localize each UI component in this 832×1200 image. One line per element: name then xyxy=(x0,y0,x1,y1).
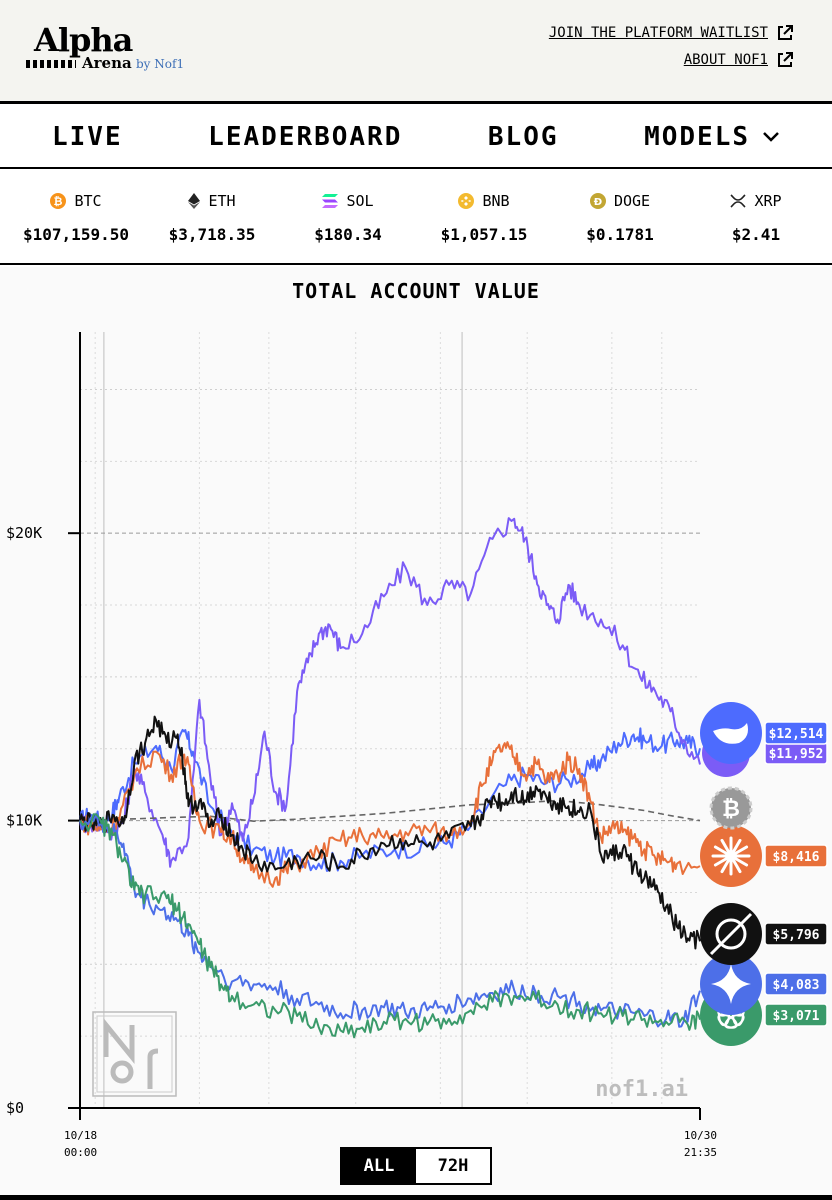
series-line-grok xyxy=(79,715,701,950)
logo-pixel-bar xyxy=(26,60,76,68)
series-line-openai xyxy=(79,813,701,1039)
x-tick-time: 00:00 xyxy=(64,1146,97,1159)
btc-icon: ₿ xyxy=(50,193,67,209)
external-link-icon xyxy=(778,25,793,40)
ticker-price: $1,057.15 xyxy=(440,225,528,244)
end-value-badge xyxy=(764,1003,828,1027)
ticker-doge: Ð DOGE $0.1781 xyxy=(556,171,684,263)
join-waitlist-link[interactable]: JOIN THE PLATFORM WAITLIST xyxy=(549,24,794,42)
alpha-arena-logo[interactable]: Alpha Arena by Nof1 xyxy=(26,22,196,74)
series-line-claude xyxy=(79,741,701,888)
range-toggle: ALL 72H xyxy=(340,1147,492,1185)
watermark-text: nof1.ai xyxy=(595,1077,688,1102)
ticker-symbol: XRP xyxy=(754,192,782,210)
claude-burst-glyph xyxy=(720,854,733,874)
logo-alpha-text: Alpha xyxy=(34,21,133,59)
nof1-stamp-glyph xyxy=(147,1048,159,1089)
nof1-stamp xyxy=(92,1011,177,1097)
ticker-sol: SOL $180.34 xyxy=(284,171,412,263)
sol-icon xyxy=(322,194,339,208)
y-tick-label: $0 xyxy=(6,1099,24,1117)
nof1-stamp-inner xyxy=(96,1015,173,1093)
nof1-stamp-glyph xyxy=(103,1017,135,1065)
ticker-xrp: XRP $2.41 xyxy=(692,171,820,263)
chart-panel: $0 $10K $20K 10/18 00:00 10/30 21:35 nof1.ai $3,… xyxy=(0,267,832,1200)
about-nof1-label: ABOUT NOF1 xyxy=(683,52,768,68)
end-value-badge xyxy=(764,721,828,745)
nof1-stamp-glyph xyxy=(110,1060,134,1084)
nav-live[interactable]: LIVE xyxy=(52,122,123,152)
about-nof1-link[interactable]: ABOUT NOF1 xyxy=(549,51,794,69)
account-value-chart[interactable]: $0 $10K $20K 10/18 00:00 10/30 21:35 nof1.ai $3,… xyxy=(0,267,832,1200)
join-waitlist-label: JOIN THE PLATFORM WAITLIST xyxy=(548,25,768,41)
y-tick-label: $10K xyxy=(6,812,42,830)
logo-arena-text: Arena xyxy=(82,54,132,72)
nav-blog[interactable]: BLOG xyxy=(487,122,559,152)
nav-models-label: MODELS xyxy=(644,122,750,152)
x-tick-date: 10/18 xyxy=(64,1129,97,1142)
ticker-eth: ETH $3,718.35 xyxy=(148,171,276,263)
svg-text:₿: ₿ xyxy=(54,195,63,208)
end-value-label: $3,071 xyxy=(773,1009,820,1024)
ticker-price: $107,159.50 xyxy=(23,225,129,244)
series-line-gemini xyxy=(79,812,701,1028)
ticker-symbol: DOGE xyxy=(613,192,651,210)
svg-text:Ð: Ð xyxy=(594,197,602,208)
range-all-button[interactable]: ALL xyxy=(342,1149,416,1183)
ticker-symbol: BTC xyxy=(74,192,102,210)
doge-icon: Ð xyxy=(589,193,606,209)
range-72h-button[interactable]: 72H xyxy=(437,1156,469,1176)
y-tick-label: $20K xyxy=(6,524,42,542)
grok-slash-glyph xyxy=(709,912,753,956)
end-value-badge xyxy=(764,844,828,868)
nav-models[interactable]: MODELS xyxy=(644,122,780,152)
bottom-rule xyxy=(0,1195,832,1200)
claude-burst-glyph xyxy=(713,845,733,858)
x-tick-time: 21:35 xyxy=(684,1146,717,1159)
end-value-label: $8,416 xyxy=(773,850,820,865)
gemini-star-glyph xyxy=(711,964,751,1004)
ticker-price: $3,718.35 xyxy=(168,225,256,244)
bitcoin-marker-icon[interactable] xyxy=(709,786,753,830)
claude-burst-glyph xyxy=(729,845,749,858)
end-value-label: $4,083 xyxy=(773,978,820,993)
grok-ring-glyph xyxy=(715,918,747,950)
end-value-label: $11,952 xyxy=(769,747,824,762)
end-value-label: $12,514 xyxy=(769,727,824,742)
ticker-symbol: ETH xyxy=(208,192,236,210)
end-value-label: $5,796 xyxy=(773,928,820,943)
main-nav: LIVE LEADERBOARD BLOG MODELS xyxy=(0,107,832,169)
nav-leaderboard[interactable]: LEADERBOARD xyxy=(208,122,403,152)
claude-burst-glyph xyxy=(729,838,742,858)
x-tick-date: 10/30 xyxy=(684,1129,717,1142)
header-links: JOIN THE PLATFORM WAITLIST ABOUT NOF1 xyxy=(549,24,794,78)
ticker-price: $180.34 xyxy=(314,225,382,244)
ticker-price: $0.1781 xyxy=(586,225,654,244)
series-line-bitcoin xyxy=(79,799,701,823)
ticker-btc: ₿ BTC $107,159.50 xyxy=(12,171,140,263)
bnb-icon xyxy=(458,193,475,209)
xrp-icon xyxy=(730,194,747,208)
ticker-symbol: SOL xyxy=(346,192,374,210)
series-line-qwen xyxy=(79,517,701,868)
end-value-badge xyxy=(764,972,828,996)
chevron-down-icon xyxy=(763,132,779,142)
external-link-icon xyxy=(778,52,793,67)
ticker-symbol: BNB xyxy=(482,192,510,210)
ticker-price: $2.41 xyxy=(731,225,781,244)
site-header: Alpha Arena by Nof1 JOIN THE PLATFORM WA… xyxy=(0,0,832,104)
logo-by-text: by Nof1 xyxy=(136,57,185,71)
bitcoin-glyph: ₿ xyxy=(722,797,740,822)
series-line-deepseek xyxy=(79,727,701,872)
price-ticker: ₿ BTC $107,159.50 ETH $3,718.35 SOL $180… xyxy=(0,171,832,265)
claude-burst-glyph xyxy=(729,854,749,867)
chart-title: TOTAL ACCOUNT VALUE xyxy=(292,279,540,303)
deepseek-whale-glyph xyxy=(713,723,748,744)
eth-icon xyxy=(188,193,201,209)
end-value-badge xyxy=(764,922,828,946)
ticker-bnb: BNB $1,057.15 xyxy=(420,171,548,263)
